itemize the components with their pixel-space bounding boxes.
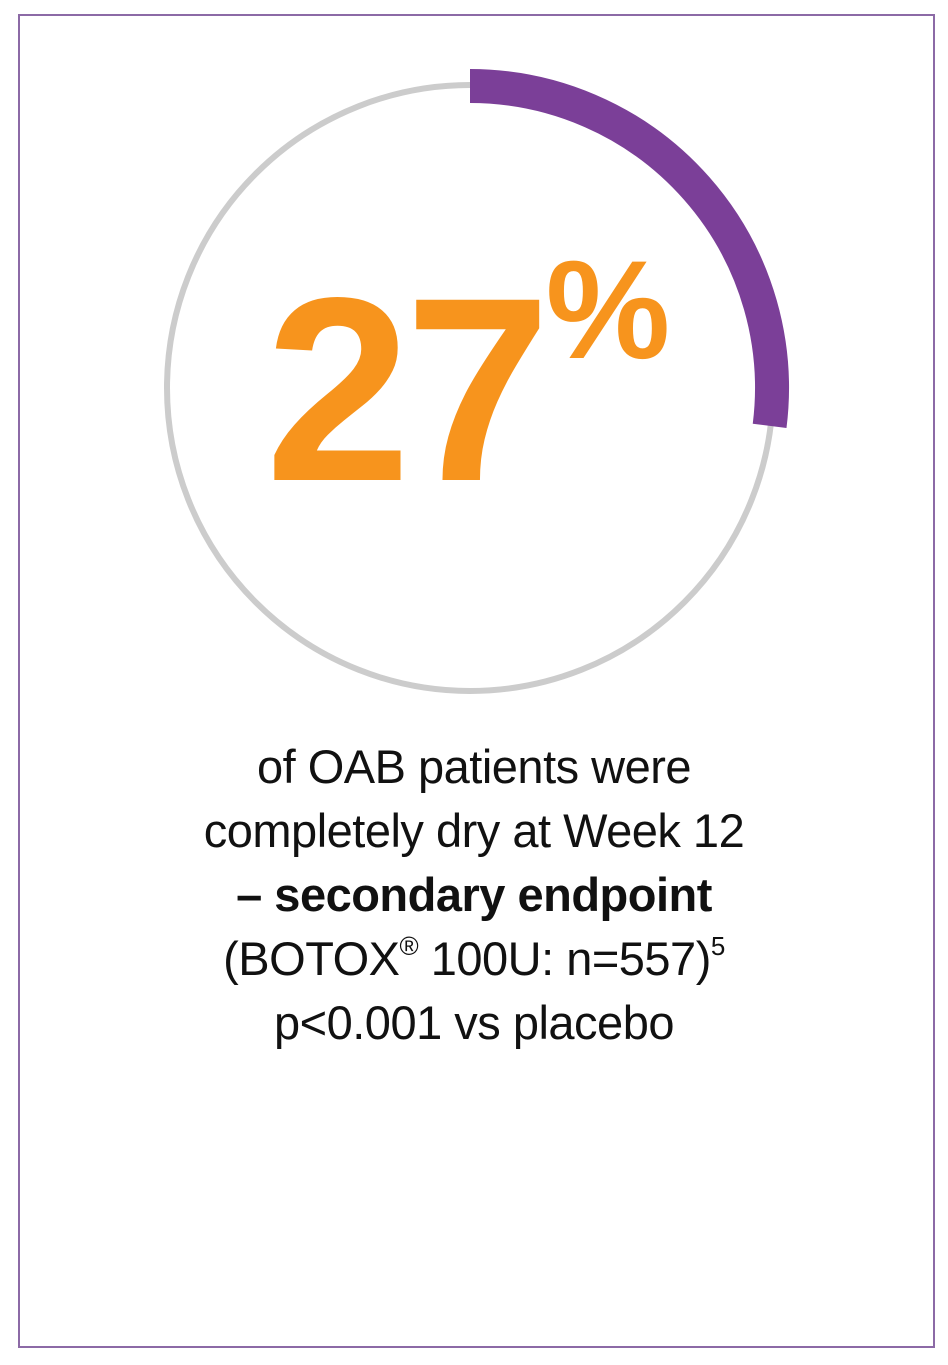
caption-text: 100U: n=557)	[418, 932, 712, 985]
registered-mark: ®	[399, 931, 419, 961]
card-border	[18, 14, 935, 1348]
caption-line: p<0.001 vs placebo	[274, 996, 674, 1049]
caption-line: of OAB patients were	[256, 740, 692, 793]
caption-line: – secondary endpoint	[236, 868, 712, 921]
caption-line: completely dry at Week 12	[203, 804, 745, 857]
value-label: 27	[265, 243, 544, 536]
caption-line: (BOTOX® 100U: n=557)5	[0, 927, 948, 991]
gauge-arc	[469, 69, 789, 428]
caption-text: (BOTOX	[223, 932, 400, 985]
caption: of OAB patients were completely dry at W…	[0, 735, 948, 1055]
reference: 5	[710, 931, 725, 961]
unit-label: %	[546, 231, 670, 388]
gauge-chart: 27 %	[164, 69, 789, 694]
